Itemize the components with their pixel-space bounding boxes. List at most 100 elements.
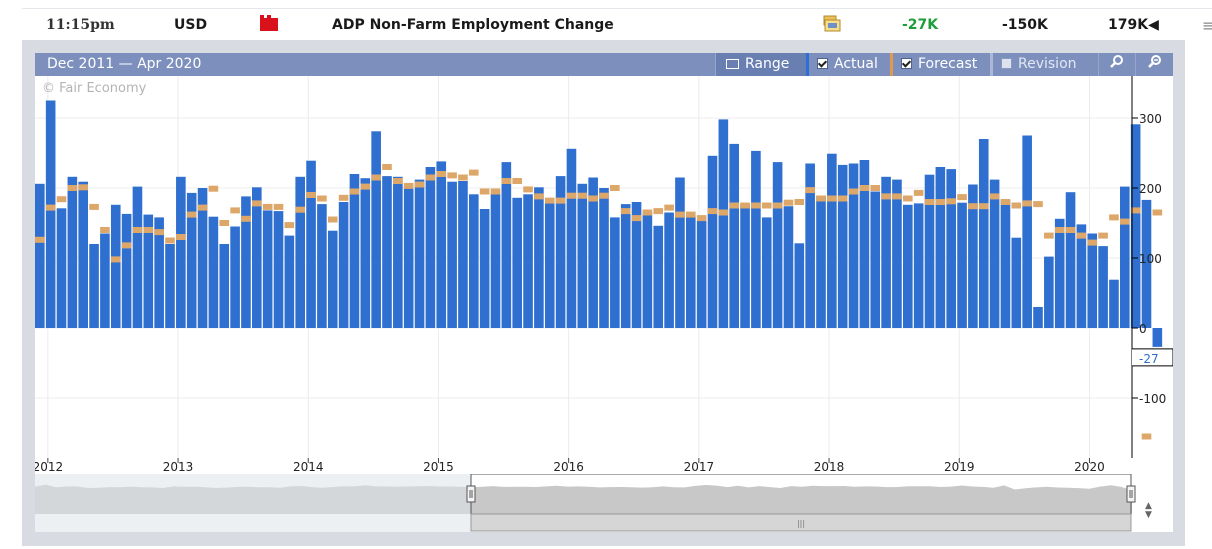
calendar-event-row[interactable]: 11:15pm USD ADP Non-Farm Employment Chan… <box>22 8 1212 41</box>
forecast-marker <box>523 186 533 193</box>
event-previous-value: 179K <box>1108 17 1149 33</box>
forecast-marker <box>219 220 230 226</box>
actual-bar <box>78 181 88 328</box>
forecast-marker <box>414 181 425 188</box>
forecast-marker <box>100 227 110 233</box>
actual-bar <box>100 233 110 328</box>
actual-bar <box>761 217 772 328</box>
revision-checkbox[interactable] <box>1001 58 1012 69</box>
forecast-marker <box>78 184 88 191</box>
forecast-marker <box>1087 239 1098 246</box>
range-label: Range <box>745 56 790 72</box>
actual-bar <box>740 204 750 328</box>
actual-toggle[interactable]: Actual <box>806 53 890 76</box>
y-tick-label: 200 <box>1139 182 1162 196</box>
forecast-marker <box>241 215 251 222</box>
navigator-unselected-mask <box>35 474 471 532</box>
forecast-marker <box>761 202 772 209</box>
forecast-marker <box>371 174 381 181</box>
actual-bar <box>45 100 56 328</box>
forecast-marker <box>653 208 664 215</box>
forecast-marker <box>620 208 631 215</box>
actual-bar <box>1098 246 1108 328</box>
navigator-right-handle[interactable] <box>1126 485 1136 503</box>
actual-bar <box>805 163 815 328</box>
forecast-marker <box>469 169 479 176</box>
actual-bar <box>881 176 891 328</box>
event-title[interactable]: ADP Non-Farm Employment Change <box>332 17 614 33</box>
actual-bar <box>67 176 78 328</box>
forecast-marker <box>751 202 761 209</box>
y-tick-label: 0 <box>1139 322 1147 336</box>
navigator-scrollbar-thumb[interactable] <box>470 513 1132 532</box>
forecast-marker <box>718 209 729 216</box>
range-button[interactable]: Range <box>715 53 806 76</box>
forecast-marker <box>45 204 56 211</box>
forecast-marker <box>1054 227 1065 233</box>
revision-arrow-icon: ◀ <box>1148 17 1159 33</box>
forecast-marker <box>121 242 132 249</box>
actual-bar <box>664 212 674 328</box>
forecast-marker <box>338 194 349 201</box>
detail-folder-icon[interactable] <box>822 15 842 33</box>
y-tick-label: -100 <box>1139 392 1166 406</box>
actual-bar <box>837 164 848 328</box>
actual-bar <box>544 202 555 328</box>
gear-icon[interactable]: ≡ <box>1202 16 1212 35</box>
forecast-marker <box>490 188 501 195</box>
range-navigator[interactable]: ||| <box>35 474 1173 532</box>
forecast-marker <box>143 227 154 233</box>
forecast-marker <box>859 185 870 191</box>
forecast-marker <box>686 211 696 218</box>
forecast-marker <box>1141 433 1152 440</box>
forecast-marker <box>262 203 273 210</box>
forecast-marker <box>675 211 685 218</box>
forecast-marker <box>588 195 598 202</box>
actual-bar <box>479 209 490 328</box>
actual-bar <box>631 202 642 328</box>
actual-bar <box>197 188 208 328</box>
actual-bar <box>903 204 913 328</box>
actual-bar <box>534 187 544 328</box>
forecast-marker <box>827 195 837 202</box>
forecast-toggle[interactable]: Forecast <box>890 53 990 76</box>
actual-bar <box>1120 186 1130 328</box>
x-tick-label: 2020 <box>1074 460 1105 474</box>
zoom-out-icon[interactable] <box>1135 53 1173 76</box>
actual-bar <box>870 191 881 328</box>
zoom-in-icon[interactable] <box>1098 53 1135 76</box>
forecast-marker <box>935 199 946 205</box>
revision-toggle[interactable]: Revision <box>990 53 1098 76</box>
x-tick-label: 2017 <box>684 460 715 474</box>
actual-bar <box>913 203 924 328</box>
forecast-marker <box>273 203 284 210</box>
forecast-marker <box>642 209 653 216</box>
forecast-marker <box>957 194 967 201</box>
actual-bar <box>469 194 479 328</box>
forecast-marker <box>1044 232 1054 239</box>
forecast-marker <box>1076 232 1087 239</box>
forecast-marker <box>447 172 457 179</box>
actual-bar <box>696 220 707 328</box>
x-tick-label: 2012 <box>35 460 63 474</box>
forecast-marker <box>707 208 718 215</box>
y-tick-label: 300 <box>1139 112 1162 126</box>
actual-bar <box>447 181 457 328</box>
forecast-marker <box>1011 202 1022 209</box>
x-tick-label: 2019 <box>944 460 975 474</box>
actual-checkbox[interactable] <box>817 58 828 69</box>
actual-bar <box>338 202 349 328</box>
actual-bar <box>360 178 371 328</box>
actual-bar <box>284 235 295 328</box>
x-tick-label: 2018 <box>814 460 845 474</box>
forecast-marker <box>458 174 468 181</box>
actual-bar <box>403 185 414 328</box>
x-tick-label: 2014 <box>293 460 324 474</box>
chart-date-range-title: Dec 2011 — Apr 2020 <box>47 56 202 72</box>
forecast-marker <box>555 197 566 204</box>
navigator-left-handle[interactable] <box>466 485 476 503</box>
forecast-checkbox[interactable] <box>901 58 912 69</box>
navigator-expand-icon[interactable]: ▲ ▼ <box>1145 501 1152 520</box>
actual-bar <box>924 174 935 328</box>
forecast-marker <box>165 237 175 244</box>
